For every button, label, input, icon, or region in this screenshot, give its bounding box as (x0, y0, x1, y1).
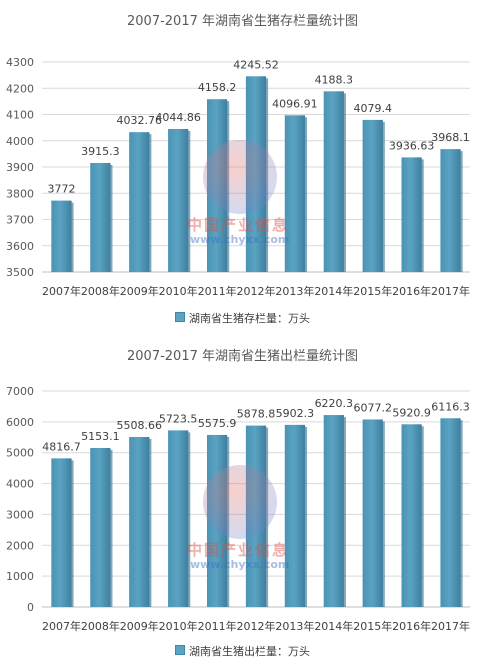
data-label: 5878.8 (237, 408, 276, 421)
bar (362, 119, 383, 272)
x-tick-label: 2007年 (42, 284, 81, 298)
bar (168, 128, 189, 272)
y-tick-label: 3700 (6, 214, 34, 227)
bar (284, 115, 306, 272)
x-tick-label: 2010年 (159, 619, 198, 633)
y-tick-label: 1000 (6, 570, 34, 583)
chart-svg-output: 0 1000 2000 3000 4000 5000 6000 7000 4816.7 2007年… (6, 385, 470, 633)
data-label: 3968.1 (431, 131, 470, 144)
chart-title: 2007-2017 年湖南省生猪存栏量统计图 (127, 14, 358, 29)
bar (323, 415, 344, 607)
bar (206, 434, 228, 607)
data-label: 6220.3 (315, 397, 354, 410)
data-label: 6077.2 (353, 401, 392, 414)
x-tick-label: 2014年 (314, 619, 353, 633)
x-tick-label: 2017年 (431, 284, 470, 298)
chart-panel-inventory: 2007-2017 年湖南省生猪存栏量统计图 3500 3600 3700 3800 3… (0, 14, 485, 326)
bar (51, 200, 72, 272)
y-tick-label: 4000 (6, 478, 34, 491)
data-label: 3915.3 (81, 145, 120, 158)
data-label: 4079.4 (353, 102, 392, 115)
y-tick-label: 5000 (6, 447, 34, 460)
data-label: 5153.1 (81, 430, 120, 443)
data-label: 4816.7 (42, 440, 81, 453)
data-label: 4188.3 (315, 73, 354, 86)
legend-swatch-icon (175, 312, 185, 322)
bar (440, 418, 461, 607)
chart-legend: 湖南省生猪存栏量：万头 (0, 310, 485, 326)
data-label: 5575.9 (198, 417, 237, 430)
x-tick-label: 2013年 (275, 619, 314, 633)
bar (90, 447, 111, 607)
data-label: 5920.9 (392, 406, 431, 419)
x-tick-label: 2009年 (120, 619, 159, 633)
x-tick-label: 2011年 (198, 619, 237, 633)
bar (362, 419, 383, 607)
bar (245, 76, 267, 273)
data-label: 4158.2 (198, 81, 237, 94)
data-label: 5902.3 (276, 407, 315, 420)
y-tick-label: 3900 (6, 161, 34, 174)
bar (323, 91, 344, 272)
data-label: 4096.91 (272, 97, 318, 110)
x-tick-label: 2008年 (81, 619, 120, 633)
y-tick-label: 3000 (6, 508, 34, 521)
data-label: 3772 (47, 183, 75, 196)
data-label: 5723.5 (159, 412, 198, 425)
x-tick-label: 2008年 (81, 284, 120, 298)
y-tick-label: 3800 (6, 187, 34, 200)
bar (401, 157, 422, 272)
data-label: 4044.86 (155, 111, 201, 124)
x-tick-label: 2011年 (198, 284, 237, 298)
x-tick-label: 2009年 (120, 284, 159, 298)
bar (129, 132, 150, 272)
x-tick-label: 2012年 (237, 284, 276, 298)
x-tick-label: 2010年 (159, 284, 198, 298)
y-tick-label: 4200 (6, 82, 34, 95)
x-tick-label: 2016年 (392, 284, 431, 298)
chart-legend: 湖南省生猪出栏量：万头 (0, 643, 485, 659)
y-tick-label: 4000 (6, 135, 34, 148)
x-tick-label: 2015年 (353, 284, 392, 298)
data-label: 6116.3 (431, 400, 470, 413)
y-tick-label: 4300 (6, 56, 34, 69)
legend-swatch-icon (175, 645, 185, 655)
y-tick-label: 6000 (6, 416, 34, 429)
data-label: 4245.52 (233, 58, 279, 71)
bar (129, 437, 150, 607)
bar (51, 458, 72, 607)
x-tick-label: 2016年 (392, 619, 431, 633)
y-tick-label: 0 (27, 601, 34, 614)
data-label: 5508.66 (117, 419, 163, 432)
x-tick-label: 2013年 (275, 284, 314, 298)
x-tick-label: 2014年 (314, 284, 353, 298)
bar (168, 430, 189, 607)
y-tick-label: 3500 (6, 266, 34, 279)
x-tick-label: 2012年 (237, 619, 276, 633)
chart-panel-output: 2007-2017 年湖南省生猪出栏量统计图 0 1000 2000 3000 4000… (0, 335, 485, 665)
data-label: 3936.63 (389, 139, 435, 152)
x-tick-label: 2015年 (353, 619, 392, 633)
x-tick-label: 2017年 (431, 619, 470, 633)
data-label: 4032.76 (117, 114, 163, 127)
chart-svg-inventory: 3500 3600 3700 3800 3900 4000 4100 4200 4300 3772… (6, 56, 470, 298)
bar (90, 162, 111, 272)
bar (440, 149, 461, 272)
x-tick-label: 2007年 (42, 619, 81, 633)
y-tick-label: 2000 (6, 539, 34, 552)
y-tick-label: 7000 (6, 385, 34, 398)
legend-label: 湖南省生猪出栏量：万头 (189, 645, 310, 658)
legend-label: 湖南省生猪存栏量：万头 (189, 312, 310, 325)
bar (284, 424, 306, 607)
bar (401, 424, 422, 607)
bar (245, 425, 267, 607)
bar (206, 99, 228, 272)
chart-title: 2007-2017 年湖南省生猪出栏量统计图 (127, 349, 358, 364)
y-tick-label: 3600 (6, 240, 34, 253)
y-tick-label: 4100 (6, 109, 34, 122)
